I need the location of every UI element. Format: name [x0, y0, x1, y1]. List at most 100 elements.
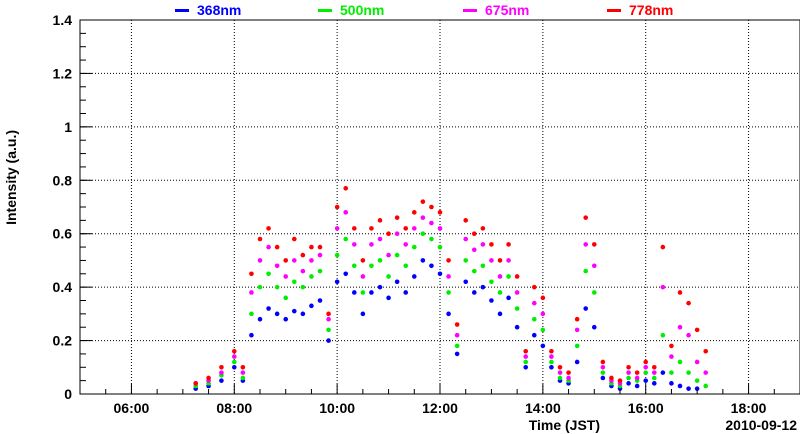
data-point	[549, 359, 554, 365]
data-point	[291, 258, 297, 263]
data-point	[463, 236, 469, 242]
data-point	[231, 359, 237, 365]
data-point	[660, 244, 666, 250]
data-point	[660, 284, 666, 290]
data-point	[403, 242, 409, 247]
data-point	[249, 290, 254, 295]
data-point	[386, 295, 391, 301]
data-point	[257, 316, 263, 322]
data-point	[660, 370, 666, 375]
data-point	[591, 242, 597, 247]
data-point	[317, 252, 323, 258]
data-point	[454, 343, 460, 349]
data-point	[394, 215, 400, 220]
data-point	[523, 364, 529, 370]
data-point	[394, 252, 400, 258]
data-point	[429, 220, 434, 226]
data-point	[669, 381, 674, 386]
data-point	[300, 268, 306, 274]
data-point	[583, 306, 589, 311]
data-point	[540, 295, 546, 301]
legend-label: 500nm	[340, 2, 384, 18]
data-point	[249, 271, 254, 277]
data-point	[437, 210, 443, 215]
data-point	[360, 258, 366, 263]
data-point	[651, 370, 657, 375]
data-point	[240, 370, 246, 375]
data-point	[343, 236, 349, 242]
data-point	[591, 263, 597, 269]
data-point	[257, 236, 263, 242]
data-point	[411, 244, 417, 250]
series-675nm	[193, 210, 709, 386]
data-point	[193, 381, 199, 386]
data-point	[454, 332, 460, 338]
y-tick-label: 1.4	[53, 12, 73, 28]
x-tick-label: 14:00	[525, 400, 561, 416]
data-point	[343, 210, 349, 215]
data-point	[360, 311, 366, 317]
data-point	[386, 274, 391, 279]
data-point	[600, 375, 606, 381]
data-point	[454, 351, 460, 357]
legend-label: 368nm	[197, 2, 241, 18]
x-tick-label: 12:00	[422, 400, 458, 416]
data-point	[300, 311, 306, 317]
data-point	[626, 375, 631, 381]
data-point	[429, 204, 434, 210]
data-point	[386, 252, 391, 258]
series-368nm	[193, 258, 700, 391]
data-point	[600, 370, 606, 375]
data-point	[326, 338, 331, 343]
data-point	[240, 364, 246, 370]
data-point	[574, 316, 580, 322]
data-point	[309, 258, 314, 263]
data-point	[403, 290, 409, 295]
data-point	[446, 311, 451, 317]
data-point	[531, 316, 537, 322]
data-point	[703, 348, 709, 354]
data-point	[231, 348, 237, 354]
data-point	[249, 332, 254, 338]
data-point	[489, 258, 494, 263]
data-point	[411, 274, 417, 279]
data-point	[386, 231, 391, 237]
x-tick-label: 08:00	[216, 400, 252, 416]
data-point	[317, 244, 323, 250]
data-point	[514, 324, 520, 330]
data-point	[437, 226, 443, 231]
data-point	[309, 303, 314, 309]
data-point	[557, 364, 563, 370]
data-point	[309, 274, 314, 279]
data-point	[549, 348, 554, 354]
data-point	[326, 316, 331, 322]
data-point	[291, 308, 297, 314]
data-point	[463, 279, 469, 285]
data-point	[557, 375, 563, 381]
data-point	[437, 244, 443, 250]
data-point	[231, 364, 237, 370]
y-tick-label: 1	[64, 119, 72, 135]
data-point	[651, 364, 657, 370]
legend-swatch	[318, 9, 332, 12]
x-tick-label: 10:00	[319, 400, 355, 416]
y-tick-label: 0.8	[53, 172, 73, 188]
data-point	[266, 244, 271, 250]
data-point	[274, 311, 280, 317]
data-point	[334, 279, 340, 285]
data-point	[651, 375, 657, 381]
data-point	[549, 364, 554, 370]
data-point	[600, 364, 606, 370]
data-point	[497, 258, 503, 263]
data-point	[471, 268, 477, 274]
data-point	[446, 290, 451, 295]
legend-label: 675nm	[485, 2, 529, 18]
data-point	[351, 290, 357, 295]
data-point	[686, 386, 691, 391]
data-point	[446, 258, 451, 263]
data-point	[506, 274, 511, 279]
data-point	[446, 274, 451, 279]
data-point	[609, 375, 614, 381]
data-point	[257, 284, 263, 290]
